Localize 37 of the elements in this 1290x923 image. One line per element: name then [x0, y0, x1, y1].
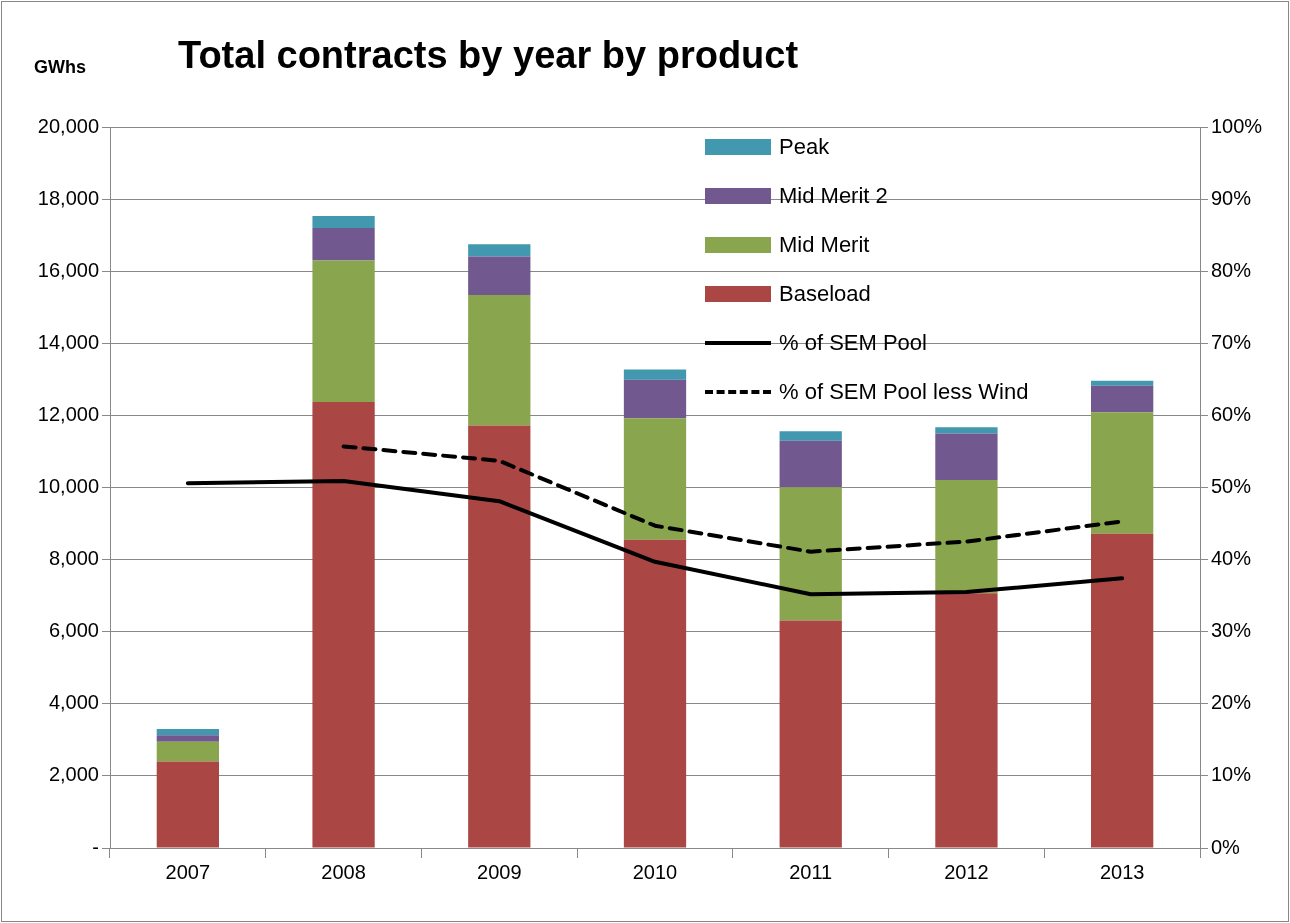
legend-label: Mid Merit 2: [779, 182, 888, 209]
legend-label: Peak: [779, 133, 830, 160]
y2-tick-label: 70%: [1211, 330, 1252, 353]
legend-label: % of SEM Pool: [779, 329, 927, 356]
y2-tick-label: 0%: [1211, 835, 1241, 858]
legend-label: Baseload: [779, 280, 871, 307]
x-tick-label: 2010: [632, 860, 678, 883]
y-tick-label: 20,000: [37, 114, 99, 137]
y-tick-label: 16,000: [37, 258, 99, 281]
y-tick-label: 14,000: [37, 330, 99, 353]
x-tick-label: 2007: [165, 860, 211, 883]
y-tick-label: 8,000: [48, 547, 99, 570]
x-tick-label: 2011: [789, 860, 833, 883]
y2-tick-label: 80%: [1211, 258, 1252, 281]
chart-title: Total contracts by year by product: [178, 34, 799, 77]
x-tick-label: 2013: [1099, 860, 1145, 883]
x-tick-label: 2008: [321, 860, 366, 883]
y-tick-label: 2,000: [48, 763, 99, 786]
y2-tick-label: 100%: [1211, 114, 1263, 137]
y2-tick-label: 90%: [1211, 186, 1252, 209]
y-tick-label: 18,000: [37, 186, 99, 209]
legend-label: Mid Merit: [779, 231, 870, 258]
y-tick-label: 4,000: [48, 691, 99, 714]
legend-label: % of SEM Pool less Wind: [779, 378, 1029, 405]
y-tick-label: 6,000: [48, 619, 99, 642]
y-tick-label: 12,000: [37, 402, 99, 425]
y2-tick-label: 40%: [1211, 547, 1252, 570]
y2-tick-label: 10%: [1211, 763, 1252, 786]
x-tick-label: 2012: [944, 860, 989, 883]
y2-tick-label: 50%: [1211, 475, 1252, 498]
y2-tick-label: 60%: [1211, 402, 1252, 425]
y2-tick-label: 20%: [1211, 691, 1252, 714]
y-axis-title: GWhs: [34, 56, 86, 77]
y2-tick-label: 30%: [1211, 619, 1252, 642]
y-tick-label: 10,000: [37, 475, 99, 498]
y-tick-label: -: [92, 835, 99, 858]
x-tick-label: 2009: [477, 860, 522, 883]
